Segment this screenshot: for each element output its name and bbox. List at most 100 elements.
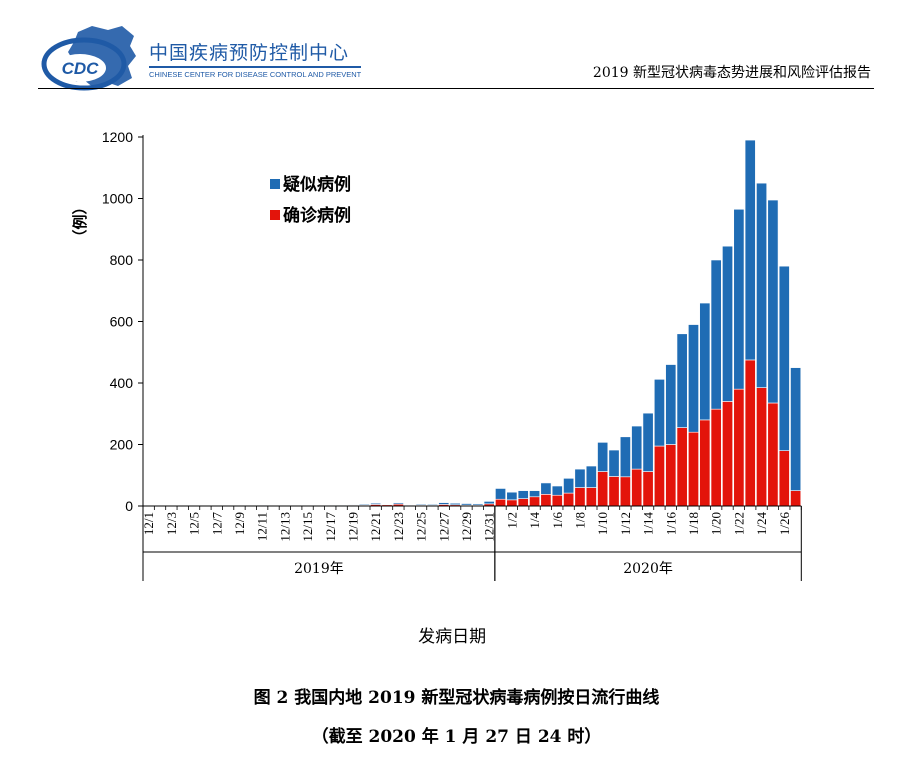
bar-confirmed-1/21: [722, 401, 733, 507]
y-tick-label-1000: 1000: [102, 191, 133, 207]
report-title: 2019 新型冠状病毒态势进展和风险评估报告: [592, 65, 871, 81]
bar-suspected-12/20: [358, 503, 370, 506]
x-tick-label-12/19: 12/19: [345, 512, 360, 542]
figure-note: （截至 2020 年 1 月 27 日 24 时）: [311, 727, 602, 747]
bar-suspected-1/8: [574, 468, 586, 488]
bar-confirmed-1/3: [517, 498, 529, 507]
bar-suspected-1/24: [756, 182, 768, 388]
x-tick-label-12/23: 12/23: [391, 512, 406, 542]
bar-suspected-1/26: [778, 265, 790, 451]
bar-confirmed-1/15: [653, 445, 665, 507]
bar-confirmed-1/13: [631, 468, 643, 507]
year-label-0: 2019年: [294, 561, 344, 577]
bar-confirmed-1/5: [540, 494, 552, 507]
bar-suspected-1/2: [506, 491, 518, 501]
y-tick-label-800: 800: [110, 252, 134, 268]
bar-suspected-1/25: [767, 199, 779, 404]
bar-suspected-12/25: [415, 503, 427, 506]
x-tick-label-1/20: 1/20: [709, 512, 724, 535]
bar-suspected-12/22: [381, 503, 393, 506]
bar-suspected-1/16: [665, 364, 677, 445]
bar-suspected-12/31: [483, 501, 495, 505]
bar-suspected-1/15: [653, 379, 665, 447]
bar-suspected-12/29: [461, 503, 472, 506]
x-tick-label-1/24: 1/24: [754, 512, 769, 536]
x-tick-label-1/8: 1/8: [572, 512, 587, 529]
bar-confirmed-1/23: [744, 359, 756, 507]
bar-suspected-1/5: [540, 482, 552, 495]
bar-suspected-12/30: [472, 503, 484, 506]
x-tick-label-1/18: 1/18: [686, 512, 701, 535]
x-tick-label-12/11: 12/11: [255, 512, 270, 541]
x-tick-label-1/6: 1/6: [550, 512, 565, 529]
bar-suspected-12/26: [426, 504, 438, 506]
bar-suspected-1/18: [688, 324, 699, 433]
x-tick-label-1/4: 1/4: [527, 512, 542, 529]
legend-label-0: 疑似病例: [283, 174, 351, 195]
header-divider: [38, 88, 874, 89]
bar-confirmed-1/1: [495, 498, 506, 507]
bar-suspected-1/17: [676, 333, 688, 428]
bar-confirmed-1/19: [699, 419, 711, 507]
x-tick-label-1/14: 1/14: [641, 512, 656, 536]
bar-suspected-12/27: [438, 502, 450, 505]
bar-confirmed-1/20: [710, 408, 722, 507]
bars-layer: [143, 139, 802, 507]
bar-confirmed-1/27: [790, 490, 802, 507]
bar-suspected-12/23: [392, 502, 404, 505]
y-tick-label-1200: 1200: [102, 129, 133, 145]
x-tick-label-12/25: 12/25: [414, 512, 429, 542]
x-tick-label-12/15: 12/15: [300, 512, 315, 542]
bar-confirmed-1/11: [608, 476, 620, 507]
y-tick-label-0: 0: [125, 498, 133, 514]
bar-suspected-1/13: [631, 425, 643, 470]
x-tick-label-12/5: 12/5: [187, 512, 202, 535]
bar-suspected-1/6: [551, 485, 563, 496]
x-axis-label: 发病日期: [418, 627, 486, 647]
x-tick-label-12/31: 12/31: [482, 512, 497, 542]
bar-confirmed-1/7: [563, 492, 575, 507]
logo-badge: [54, 54, 106, 82]
bar-confirmed-1/6: [551, 494, 563, 507]
logo-text: CDC: [62, 59, 100, 78]
bar-confirmed-1/26: [778, 450, 790, 507]
x-tick-label-1/12: 1/12: [618, 512, 633, 535]
bar-suspected-1/21: [722, 245, 733, 402]
bar-suspected-1/12: [619, 436, 631, 478]
bar-confirmed-1/12: [619, 476, 631, 507]
x-tick-label-1/16: 1/16: [663, 512, 678, 536]
x-tick-label-1/2: 1/2: [504, 512, 519, 529]
x-tick-label-1/10: 1/10: [595, 512, 610, 535]
bar-confirmed-1/18: [688, 431, 699, 507]
legend-swatch-1: [270, 210, 280, 220]
x-tick-label-1/22: 1/22: [731, 512, 746, 535]
year-label-1: 2020年: [623, 561, 673, 577]
bar-confirmed-1/8: [574, 487, 586, 507]
bar-suspected-1/19: [699, 302, 711, 421]
bar-confirmed-1/25: [767, 402, 779, 507]
bar-suspected-1/20: [710, 259, 722, 410]
y-tick-label-600: 600: [110, 314, 134, 330]
bar-confirmed-1/9: [585, 487, 597, 507]
figure-caption: 图 2 我国内地 2019 新型冠状病毒病例按日流行曲线: [253, 688, 660, 708]
org-name-cn: 中国疾病预防控制中心: [149, 42, 350, 64]
x-tick-label-12/7: 12/7: [209, 512, 224, 536]
legend-label-1: 确诊病例: [283, 205, 351, 226]
bar-suspected-12/21: [370, 502, 382, 505]
bar-suspected-12/24: [404, 504, 416, 506]
x-tick-label-12/17: 12/17: [323, 512, 338, 542]
legend-swatch-0: [270, 179, 280, 189]
org-underline: [149, 66, 361, 68]
org-name-en: CHINESE CENTER FOR DISEASE CONTROL AND P…: [149, 70, 361, 79]
x-tick-label-12/13: 12/13: [277, 512, 292, 542]
epidemic-curve-chart: 0 200 400 600 800 1000 1200 （例） 12/1 12/3 12/5 12/7…: [71, 129, 802, 647]
bar-suspected-12/28: [449, 502, 461, 506]
bar-confirmed-1/16: [665, 444, 677, 507]
bar-suspected-1/10: [597, 442, 609, 472]
x-tick-label-1/26: 1/26: [777, 512, 792, 536]
x-tick-label-12/1: 12/1: [141, 512, 156, 535]
bar-suspected-12/19: [347, 504, 359, 506]
axes-layer: 0 200 400 600 800 1000 1200 （例） 12/1 12/3 12/5 12/7…: [71, 129, 802, 647]
bar-suspected-1/4: [529, 490, 541, 498]
